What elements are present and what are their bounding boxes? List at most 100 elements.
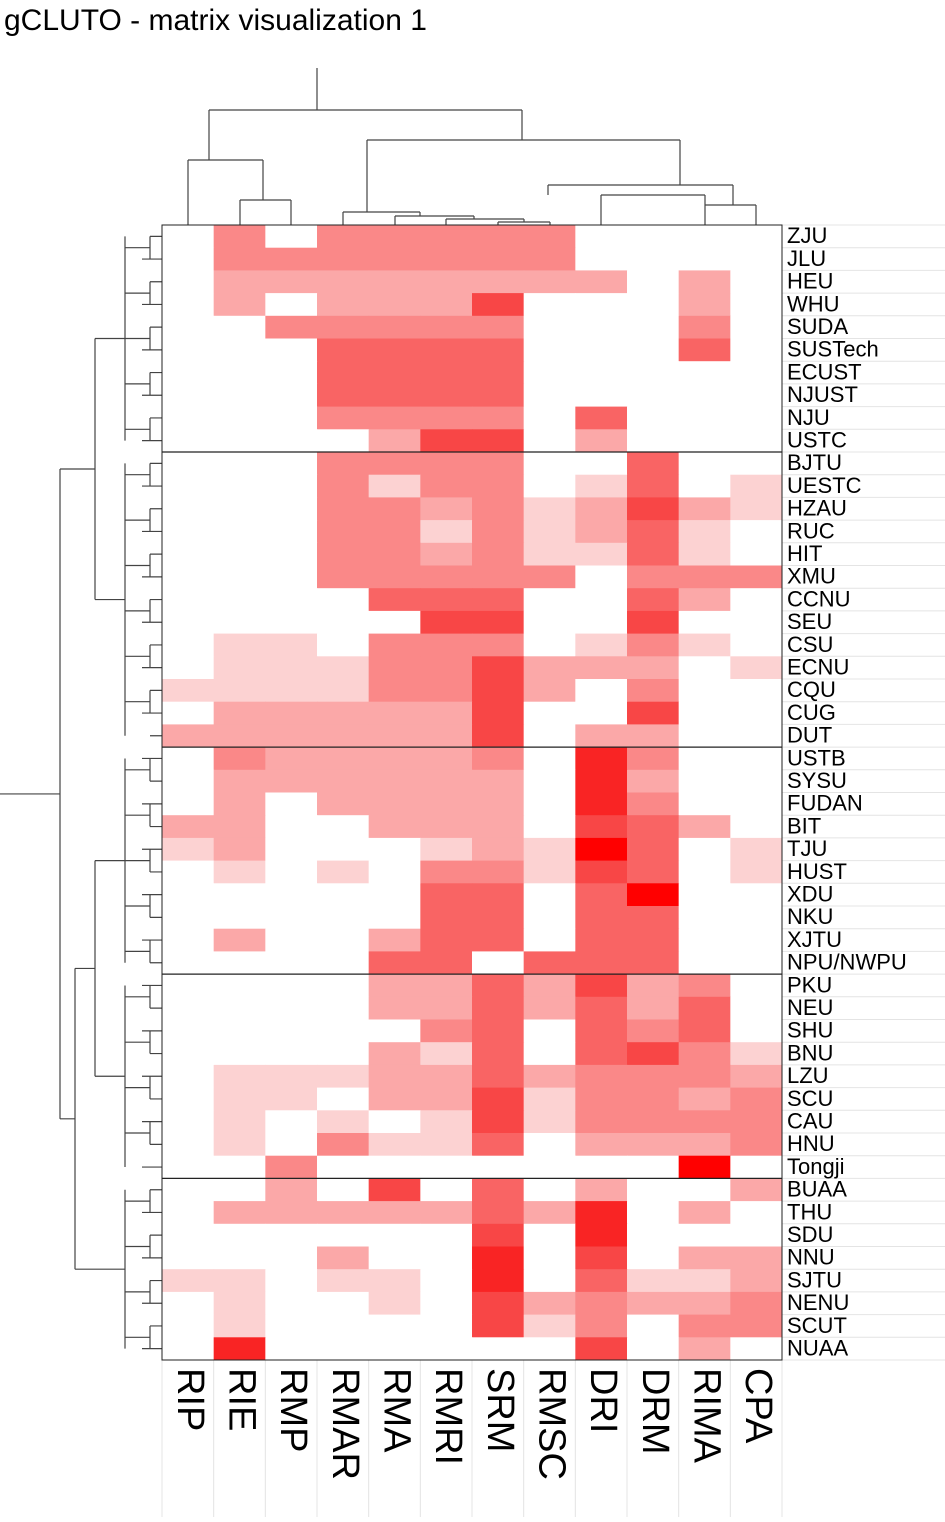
cell: [162, 429, 215, 453]
cell: [575, 815, 628, 839]
cell: [317, 293, 370, 317]
cell: [730, 1291, 783, 1316]
cell: [472, 1337, 525, 1361]
row-label: ZJU: [787, 223, 827, 248]
row-label: XDU: [787, 881, 833, 906]
row-label: CQU: [787, 677, 836, 702]
cell: [368, 860, 421, 884]
cell: [265, 747, 318, 771]
cell: [472, 1155, 525, 1179]
cell: [368, 1314, 421, 1338]
row-label: SHU: [787, 1018, 833, 1043]
cell: [575, 974, 628, 998]
cell: [472, 542, 525, 566]
cell: [472, 315, 525, 339]
cell: [678, 338, 731, 362]
cell: [317, 1269, 370, 1293]
cell: [627, 1064, 680, 1089]
cell: [420, 724, 473, 748]
cell: [213, 452, 266, 476]
cell: [730, 1314, 783, 1338]
cell: [678, 588, 731, 612]
cell: [472, 225, 525, 249]
cell: [678, 610, 731, 635]
cell: [368, 1042, 421, 1066]
cell: [213, 1314, 266, 1338]
cell: [730, 1110, 783, 1134]
cell: [472, 724, 525, 748]
cell: [213, 1019, 266, 1043]
row-label: SDU: [787, 1222, 833, 1247]
cell: [162, 588, 215, 612]
cell: [472, 1019, 525, 1043]
cell: [265, 996, 318, 1020]
column-label: RIE: [220, 1368, 262, 1431]
cell: [420, 1201, 473, 1225]
cell: [265, 906, 318, 930]
cell: [575, 338, 628, 362]
cell: [213, 1246, 266, 1270]
cell: [472, 996, 525, 1020]
cell: [575, 747, 628, 771]
cell: [368, 429, 421, 453]
cell: [213, 633, 266, 657]
cell: [162, 270, 215, 294]
cell: [575, 429, 628, 453]
column-label: RMAR: [324, 1368, 366, 1480]
row-label: CCNU: [787, 586, 851, 611]
cell: [627, 610, 680, 635]
cell: [730, 747, 783, 771]
cell: [317, 610, 370, 635]
cell: [678, 769, 731, 793]
cell: [420, 769, 473, 793]
cell: [730, 1042, 783, 1066]
cell: [420, 1269, 473, 1293]
cell: [368, 1087, 421, 1111]
cell: [627, 542, 680, 566]
cell: [162, 247, 215, 271]
cell: [162, 792, 215, 816]
cell: [678, 1246, 731, 1270]
cell: [368, 361, 421, 385]
cell: [627, 383, 680, 408]
cell: [265, 815, 318, 839]
cell: [627, 1087, 680, 1111]
cell: [317, 520, 370, 544]
cell: [678, 474, 731, 498]
cell: [627, 565, 680, 589]
cell: [317, 951, 370, 975]
cell: [162, 906, 215, 930]
cell: [265, 701, 318, 725]
cell: [575, 1201, 628, 1225]
cell: [420, 860, 473, 884]
cell: [730, 497, 783, 521]
cell: [575, 610, 628, 635]
cell: [523, 860, 576, 884]
cell: [730, 247, 783, 271]
cell: [575, 906, 628, 930]
cell: [627, 1019, 680, 1043]
cell: [162, 1337, 215, 1361]
cell: [730, 429, 783, 453]
cell: [730, 588, 783, 612]
cell: [523, 1337, 576, 1361]
row-label: BUAA: [787, 1177, 847, 1202]
cell: [472, 701, 525, 725]
column-label: CPA: [737, 1368, 779, 1444]
cell: [730, 520, 783, 544]
cell: [265, 1155, 318, 1179]
cell: [368, 247, 421, 271]
cell: [317, 633, 370, 657]
dendrogram-branch: [95, 235, 162, 442]
cell: [265, 225, 318, 249]
cell: [317, 769, 370, 793]
cell: [317, 1246, 370, 1270]
cell: [317, 974, 370, 998]
row-label: USTC: [787, 427, 847, 452]
cell: [575, 1110, 628, 1134]
cell: [678, 225, 731, 249]
cell: [575, 474, 628, 498]
cell: [162, 452, 215, 476]
cell: [627, 883, 680, 907]
cell: [627, 406, 680, 430]
